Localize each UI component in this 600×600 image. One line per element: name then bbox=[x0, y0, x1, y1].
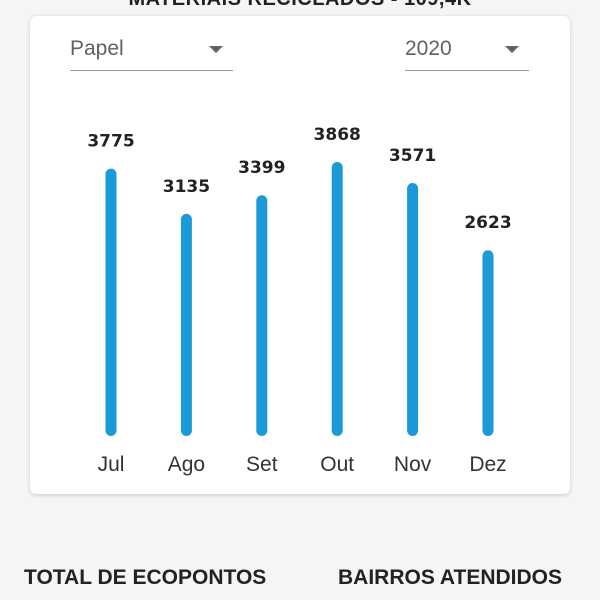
x-tick-label: Out bbox=[320, 453, 354, 476]
x-tick-label: Nov bbox=[394, 453, 432, 476]
bar-nov[interactable] bbox=[407, 183, 419, 436]
bar-dez[interactable] bbox=[482, 250, 494, 436]
bar-value-label: 3571 bbox=[389, 146, 436, 166]
total-ecopontos-label: TOTAL DE ECOPONTOS bbox=[24, 566, 267, 589]
chevron-down-icon bbox=[209, 46, 223, 53]
bairros-atendidos-label: BAIRROS ATENDIDOS bbox=[338, 566, 563, 589]
material-dropdown-value: Papel bbox=[70, 37, 124, 60]
bar-ago[interactable] bbox=[180, 213, 192, 436]
bar-value-label: 3135 bbox=[163, 177, 210, 197]
bar-set[interactable] bbox=[256, 195, 268, 436]
year-dropdown[interactable]: 2020 bbox=[405, 38, 529, 71]
x-tick-label: Set bbox=[246, 453, 278, 476]
chart-card: Papel 2020 3775 Jul 3135 Ago 3399 Set 3868 Out 3… bbox=[30, 16, 570, 494]
year-dropdown-value: 2020 bbox=[405, 37, 452, 60]
material-dropdown[interactable]: Papel bbox=[70, 38, 233, 71]
bar-value-label: 3399 bbox=[238, 158, 285, 178]
bar-value-label: 3868 bbox=[314, 125, 361, 145]
bar-out[interactable] bbox=[331, 162, 343, 436]
bar-value-label: 3775 bbox=[87, 132, 134, 152]
chevron-down-icon bbox=[505, 46, 519, 53]
x-tick-label: Dez bbox=[469, 453, 506, 476]
x-tick-label: Ago bbox=[168, 453, 205, 476]
bar-chart: 3775 Jul 3135 Ago 3399 Set 3868 Out 3571 Nov 2623 D… bbox=[87, 125, 511, 476]
bar-jul[interactable] bbox=[105, 168, 117, 437]
x-tick-label: Jul bbox=[98, 453, 125, 476]
page-title: MATERIAIS RECICLADOS - 109,4K bbox=[0, 0, 600, 11]
bar-value-label: 2623 bbox=[464, 213, 511, 233]
